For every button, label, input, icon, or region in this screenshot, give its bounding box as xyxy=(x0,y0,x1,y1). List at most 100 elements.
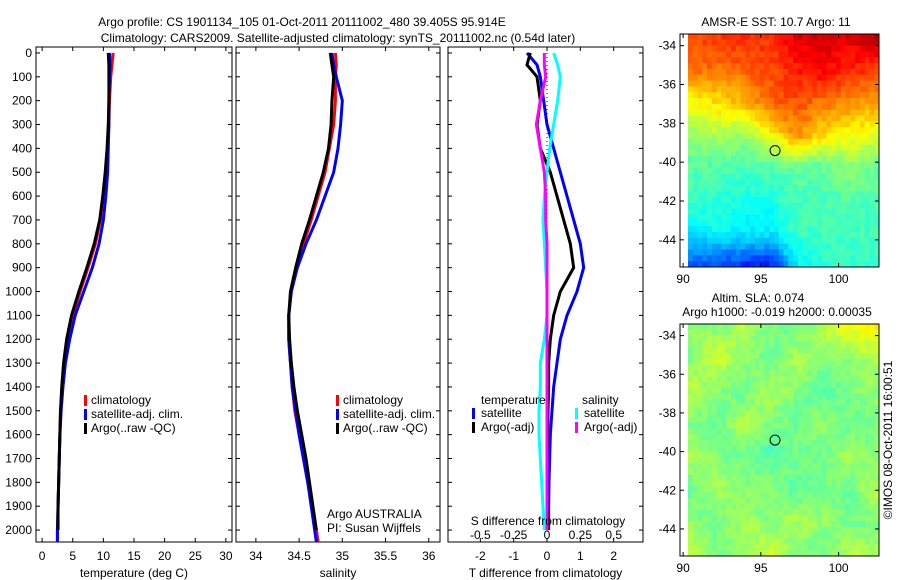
map-cell xyxy=(874,376,880,383)
map-cell xyxy=(745,92,751,99)
map-cell xyxy=(802,376,808,383)
map-cell xyxy=(778,173,784,181)
map-cell xyxy=(840,173,846,181)
map-cell xyxy=(707,382,713,389)
map-cell xyxy=(859,214,866,221)
map-cell xyxy=(850,445,856,452)
map-cell xyxy=(707,138,713,146)
map-cell xyxy=(769,474,775,481)
map-cell xyxy=(716,527,722,534)
map-cell xyxy=(783,544,789,551)
map-cell xyxy=(754,144,761,151)
map-cell xyxy=(874,416,880,423)
map-cell xyxy=(840,68,846,76)
map-cell xyxy=(826,86,832,93)
map-cell xyxy=(692,133,698,140)
map-cell xyxy=(740,214,746,221)
map-cell xyxy=(864,411,870,418)
map-cell xyxy=(688,480,694,487)
map-cell xyxy=(788,445,794,452)
map-cell xyxy=(773,185,780,192)
map-cell xyxy=(864,405,870,412)
map-cell xyxy=(702,156,708,163)
map-cell xyxy=(716,358,722,365)
map-cell xyxy=(716,440,722,447)
map-cell xyxy=(783,150,789,157)
map-cell xyxy=(845,226,851,233)
map-cell xyxy=(831,411,837,418)
map-cell xyxy=(874,243,880,250)
map-cell xyxy=(869,86,875,93)
map-cell xyxy=(783,144,789,151)
map-cell xyxy=(759,162,765,169)
map-cell xyxy=(855,191,861,198)
map-cell xyxy=(764,335,770,342)
map-cell xyxy=(740,51,746,58)
map-cell xyxy=(773,335,780,342)
map-cell xyxy=(726,202,732,210)
map-cell xyxy=(764,445,770,452)
legend-swatch xyxy=(336,423,339,434)
map-cell xyxy=(721,144,727,151)
map-cell xyxy=(816,405,823,412)
map-cell xyxy=(735,329,741,336)
map-cell xyxy=(793,173,799,181)
map-cell xyxy=(697,463,703,470)
map-cell xyxy=(840,353,846,360)
legend-swatch xyxy=(84,395,87,406)
map-cell xyxy=(874,515,880,522)
map-cell xyxy=(769,387,775,394)
map-cell xyxy=(821,39,827,47)
map-cell xyxy=(788,370,794,377)
map-cell xyxy=(869,335,875,342)
map-cell xyxy=(692,243,698,250)
map-cell xyxy=(802,150,808,157)
map-cell xyxy=(764,393,770,400)
map-cell xyxy=(726,503,732,510)
map-cell xyxy=(711,480,718,487)
map-cell xyxy=(850,133,856,140)
map-cell xyxy=(812,243,818,250)
map-cell xyxy=(845,347,851,354)
map-cell xyxy=(850,353,856,360)
map-cell xyxy=(697,63,703,70)
map-cell xyxy=(812,376,818,383)
map-cell xyxy=(697,376,703,383)
map-cell xyxy=(816,382,823,389)
map-cell xyxy=(764,486,770,493)
map-cell xyxy=(745,405,751,412)
map-cell xyxy=(840,451,846,458)
map-cell xyxy=(788,214,794,221)
map-cell xyxy=(726,115,732,122)
map-cell xyxy=(697,451,703,458)
map-cell xyxy=(745,399,751,406)
map-cell xyxy=(836,393,842,400)
map-cell xyxy=(788,86,794,93)
map-cell xyxy=(716,416,722,423)
map-cell xyxy=(735,335,741,342)
map-cell xyxy=(754,173,761,181)
map-cell xyxy=(688,521,694,528)
map-cell xyxy=(855,115,861,122)
map-cell xyxy=(826,173,832,181)
map-cell xyxy=(778,261,784,268)
map-cell xyxy=(702,255,708,262)
map-cell xyxy=(735,532,741,539)
map-cell xyxy=(826,237,832,245)
map-cell xyxy=(816,411,823,418)
map-cell xyxy=(692,544,698,551)
map-cell xyxy=(821,249,827,256)
map-cell xyxy=(836,422,842,429)
map-cell xyxy=(711,133,718,140)
map-cell xyxy=(688,109,694,116)
map-cell xyxy=(721,416,727,423)
map-cell xyxy=(821,376,827,383)
map-cell xyxy=(802,243,808,250)
map-cell xyxy=(778,249,784,256)
map-cell xyxy=(721,197,727,204)
map-cell xyxy=(740,202,746,210)
map-cell xyxy=(802,185,808,192)
map-cell xyxy=(831,387,837,394)
map-cell xyxy=(759,498,765,505)
map-cell xyxy=(826,249,832,256)
